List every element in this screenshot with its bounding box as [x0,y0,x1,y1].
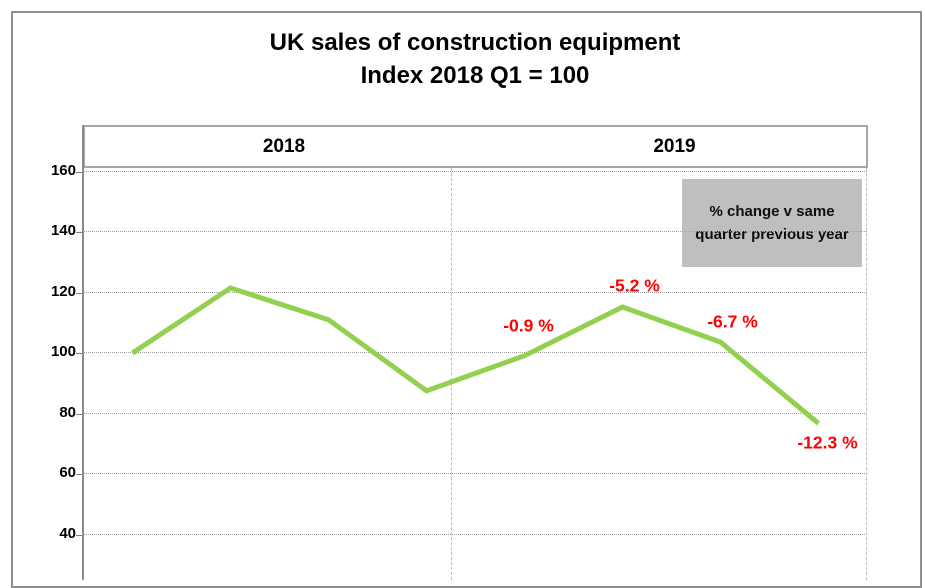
y-tick-60 [76,474,83,475]
y-tick-label-100: 100 [50,343,76,360]
pct-change-label-12.3: -12.3 % [797,432,858,453]
gridline-40 [83,533,867,535]
chart-title-line2: Index 2018 Q1 = 100 [360,62,590,89]
gridline-100 [83,352,867,353]
chart-title: UK sales of construction equipment Index… [25,26,925,92]
year-label-2019: 2019 [653,135,696,157]
y-tick-80 [76,413,83,415]
gridline-80 [83,412,867,414]
pct-change-label-5.2: -5.2 % [609,275,660,296]
y-tick-label-60: 60 [59,464,76,481]
plot-right-edge-line [866,168,867,580]
y-tick-label-80: 80 [59,403,76,421]
y-tick-40 [76,534,83,536]
pct-change-label-0.9: -0.9 % [503,315,554,336]
plot-area: % change v same quarter previous year -0… [83,168,867,580]
gridline-60 [83,473,867,474]
sales-index-polyline [131,285,821,426]
year-label-2018: 2018 [262,135,306,157]
chart-title-line1: UK sales of construction equipment [269,29,681,56]
y-tick-label-160: 160 [50,161,76,179]
pct-change-label-6.7: -6.7 % [707,311,758,332]
y-tick-160 [76,171,83,173]
year-band: 2018 2019 [83,125,868,168]
y-tick-label-40: 40 [59,524,76,542]
gridline-120 [83,291,867,293]
y-tick-120 [76,292,83,294]
gridline-140 [83,231,867,232]
y-tick-100 [76,353,83,354]
note-box: % change v same quarter previous year [682,179,862,267]
y-tick-140 [76,232,83,233]
sales-index-line [131,285,821,426]
year-divider-line [451,168,452,580]
y-tick-label-140: 140 [50,222,76,239]
gridline-160 [83,170,867,172]
y-tick-label-120: 120 [50,282,76,300]
